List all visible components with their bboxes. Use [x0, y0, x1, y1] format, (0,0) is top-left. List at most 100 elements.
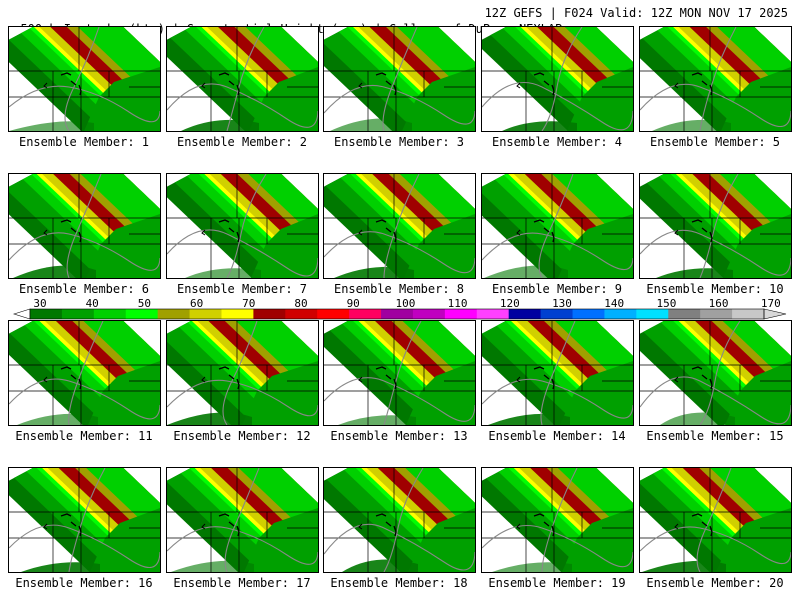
ensemble-map-panel [8, 26, 161, 132]
ensemble-map-panel [8, 467, 161, 573]
colorbar-swatch [189, 309, 222, 319]
model-run-info: 12Z GEFS | F024 Valid: 12Z MON NOV 17 20… [484, 6, 788, 20]
ensemble-member-label: Ensemble Member: 12 [173, 429, 311, 443]
colorbar-tick-label: 120 [499, 297, 520, 310]
colorbar-swatch [285, 309, 318, 319]
state-borders [167, 174, 318, 278]
ensemble-member-label: Ensemble Member: 3 [333, 135, 465, 149]
isotach-map [482, 321, 633, 425]
isotach-map [324, 174, 475, 278]
isotach-band [725, 361, 791, 425]
lake-outline [60, 513, 82, 537]
height-contour [640, 83, 791, 127]
colorbar-tick-label: 110 [447, 297, 468, 310]
colorbar-swatch [61, 309, 95, 319]
lake-outline [358, 82, 363, 89]
lake-outline [218, 219, 240, 243]
state-borders [167, 27, 318, 131]
lake-outline [201, 376, 206, 383]
isotach-map [9, 321, 160, 425]
colorbar-swatch [30, 309, 63, 319]
isotach-band [181, 119, 259, 131]
height-contour [383, 468, 424, 572]
lake-outline [533, 513, 555, 537]
colorbar-swatch [221, 309, 254, 319]
height-contour [324, 84, 475, 125]
ensemble-map-panel [8, 320, 161, 426]
isotach-map [640, 321, 791, 425]
isotach-band [656, 268, 733, 278]
isotach-band [404, 214, 475, 278]
state-borders [640, 27, 791, 131]
lake-outline [60, 219, 82, 243]
height-contour [540, 321, 576, 425]
isotach-map [640, 174, 791, 278]
colorbar-swatch [604, 309, 637, 319]
height-contour [66, 174, 102, 278]
height-contour [538, 174, 574, 278]
colorbar-tick-label: 60 [189, 297, 204, 310]
state-borders [324, 321, 475, 425]
lake-outline [691, 219, 713, 243]
ensemble-member-label: Ensemble Member: 1 [18, 135, 150, 149]
ensemble-map-panel [8, 173, 161, 279]
isotach-band [21, 562, 100, 572]
lake-outline [516, 523, 521, 530]
height-contour [226, 174, 267, 278]
lake-outline [533, 72, 555, 96]
height-contour [324, 523, 475, 571]
colorbar-arrow-right [763, 308, 787, 320]
ensemble-map-panel [166, 320, 319, 426]
ensemble-map-panel [166, 173, 319, 279]
isotach-band [185, 268, 261, 278]
lake-outline [358, 229, 363, 236]
height-contour [9, 378, 160, 420]
lake-outline [375, 366, 397, 390]
height-contour [167, 526, 318, 565]
height-contour [482, 524, 633, 568]
height-contour [167, 83, 318, 128]
isotach-band [562, 508, 633, 572]
lake-outline [533, 219, 555, 243]
colorbar-outline [29, 308, 765, 320]
ensemble-member-label: Ensemble Member: 7 [176, 282, 308, 296]
state-borders [9, 468, 160, 572]
ensemble-map-panel [639, 320, 792, 426]
colorbar-tick-label: 90 [346, 297, 360, 310]
isotach-band [330, 118, 412, 131]
lake-outline [375, 513, 397, 537]
colorbar-swatch [157, 309, 191, 319]
ensemble-member-label: Ensemble Member: 13 [330, 429, 468, 443]
lake-outline [516, 229, 521, 236]
state-borders [324, 27, 475, 131]
isotach-map [167, 468, 318, 572]
isotach-map [167, 174, 318, 278]
ensemble-member-label: Ensemble Member: 8 [333, 282, 465, 296]
isotach-band [334, 266, 414, 278]
lake-outline [533, 366, 555, 390]
colorbar-swatch [540, 309, 574, 319]
colorbar-labels: 30 40 50 60 70 80 90 100 110 120 130 140 150 160 170 [0, 297, 800, 310]
colorbar-swatch [700, 309, 733, 319]
ensemble-map-panel [166, 467, 319, 573]
lake-outline [358, 523, 363, 530]
isotach-band [90, 508, 160, 572]
ensemble-member-label: Ensemble Member: 9 [491, 282, 623, 296]
isotach-band [342, 559, 418, 572]
isotach-map [640, 27, 791, 131]
colorbar-swatch [125, 309, 159, 319]
ensemble-map-panel [323, 26, 476, 132]
colorbar-swatch [444, 309, 478, 319]
colorbar-swatch [253, 309, 286, 319]
isotach-band [567, 67, 633, 131]
colorbar-swatch [572, 309, 605, 319]
height-contour [222, 321, 258, 425]
isotach-map [9, 174, 160, 278]
height-contour [324, 377, 475, 422]
ensemble-member-label: Ensemble Member: 2 [176, 135, 308, 149]
colorbar-tick-label: 70 [242, 297, 256, 310]
ensemble-map-panel [323, 467, 476, 573]
colorbar-tick-label: 30 [33, 297, 47, 310]
isotach-map [482, 27, 633, 131]
lake-outline [516, 82, 521, 89]
